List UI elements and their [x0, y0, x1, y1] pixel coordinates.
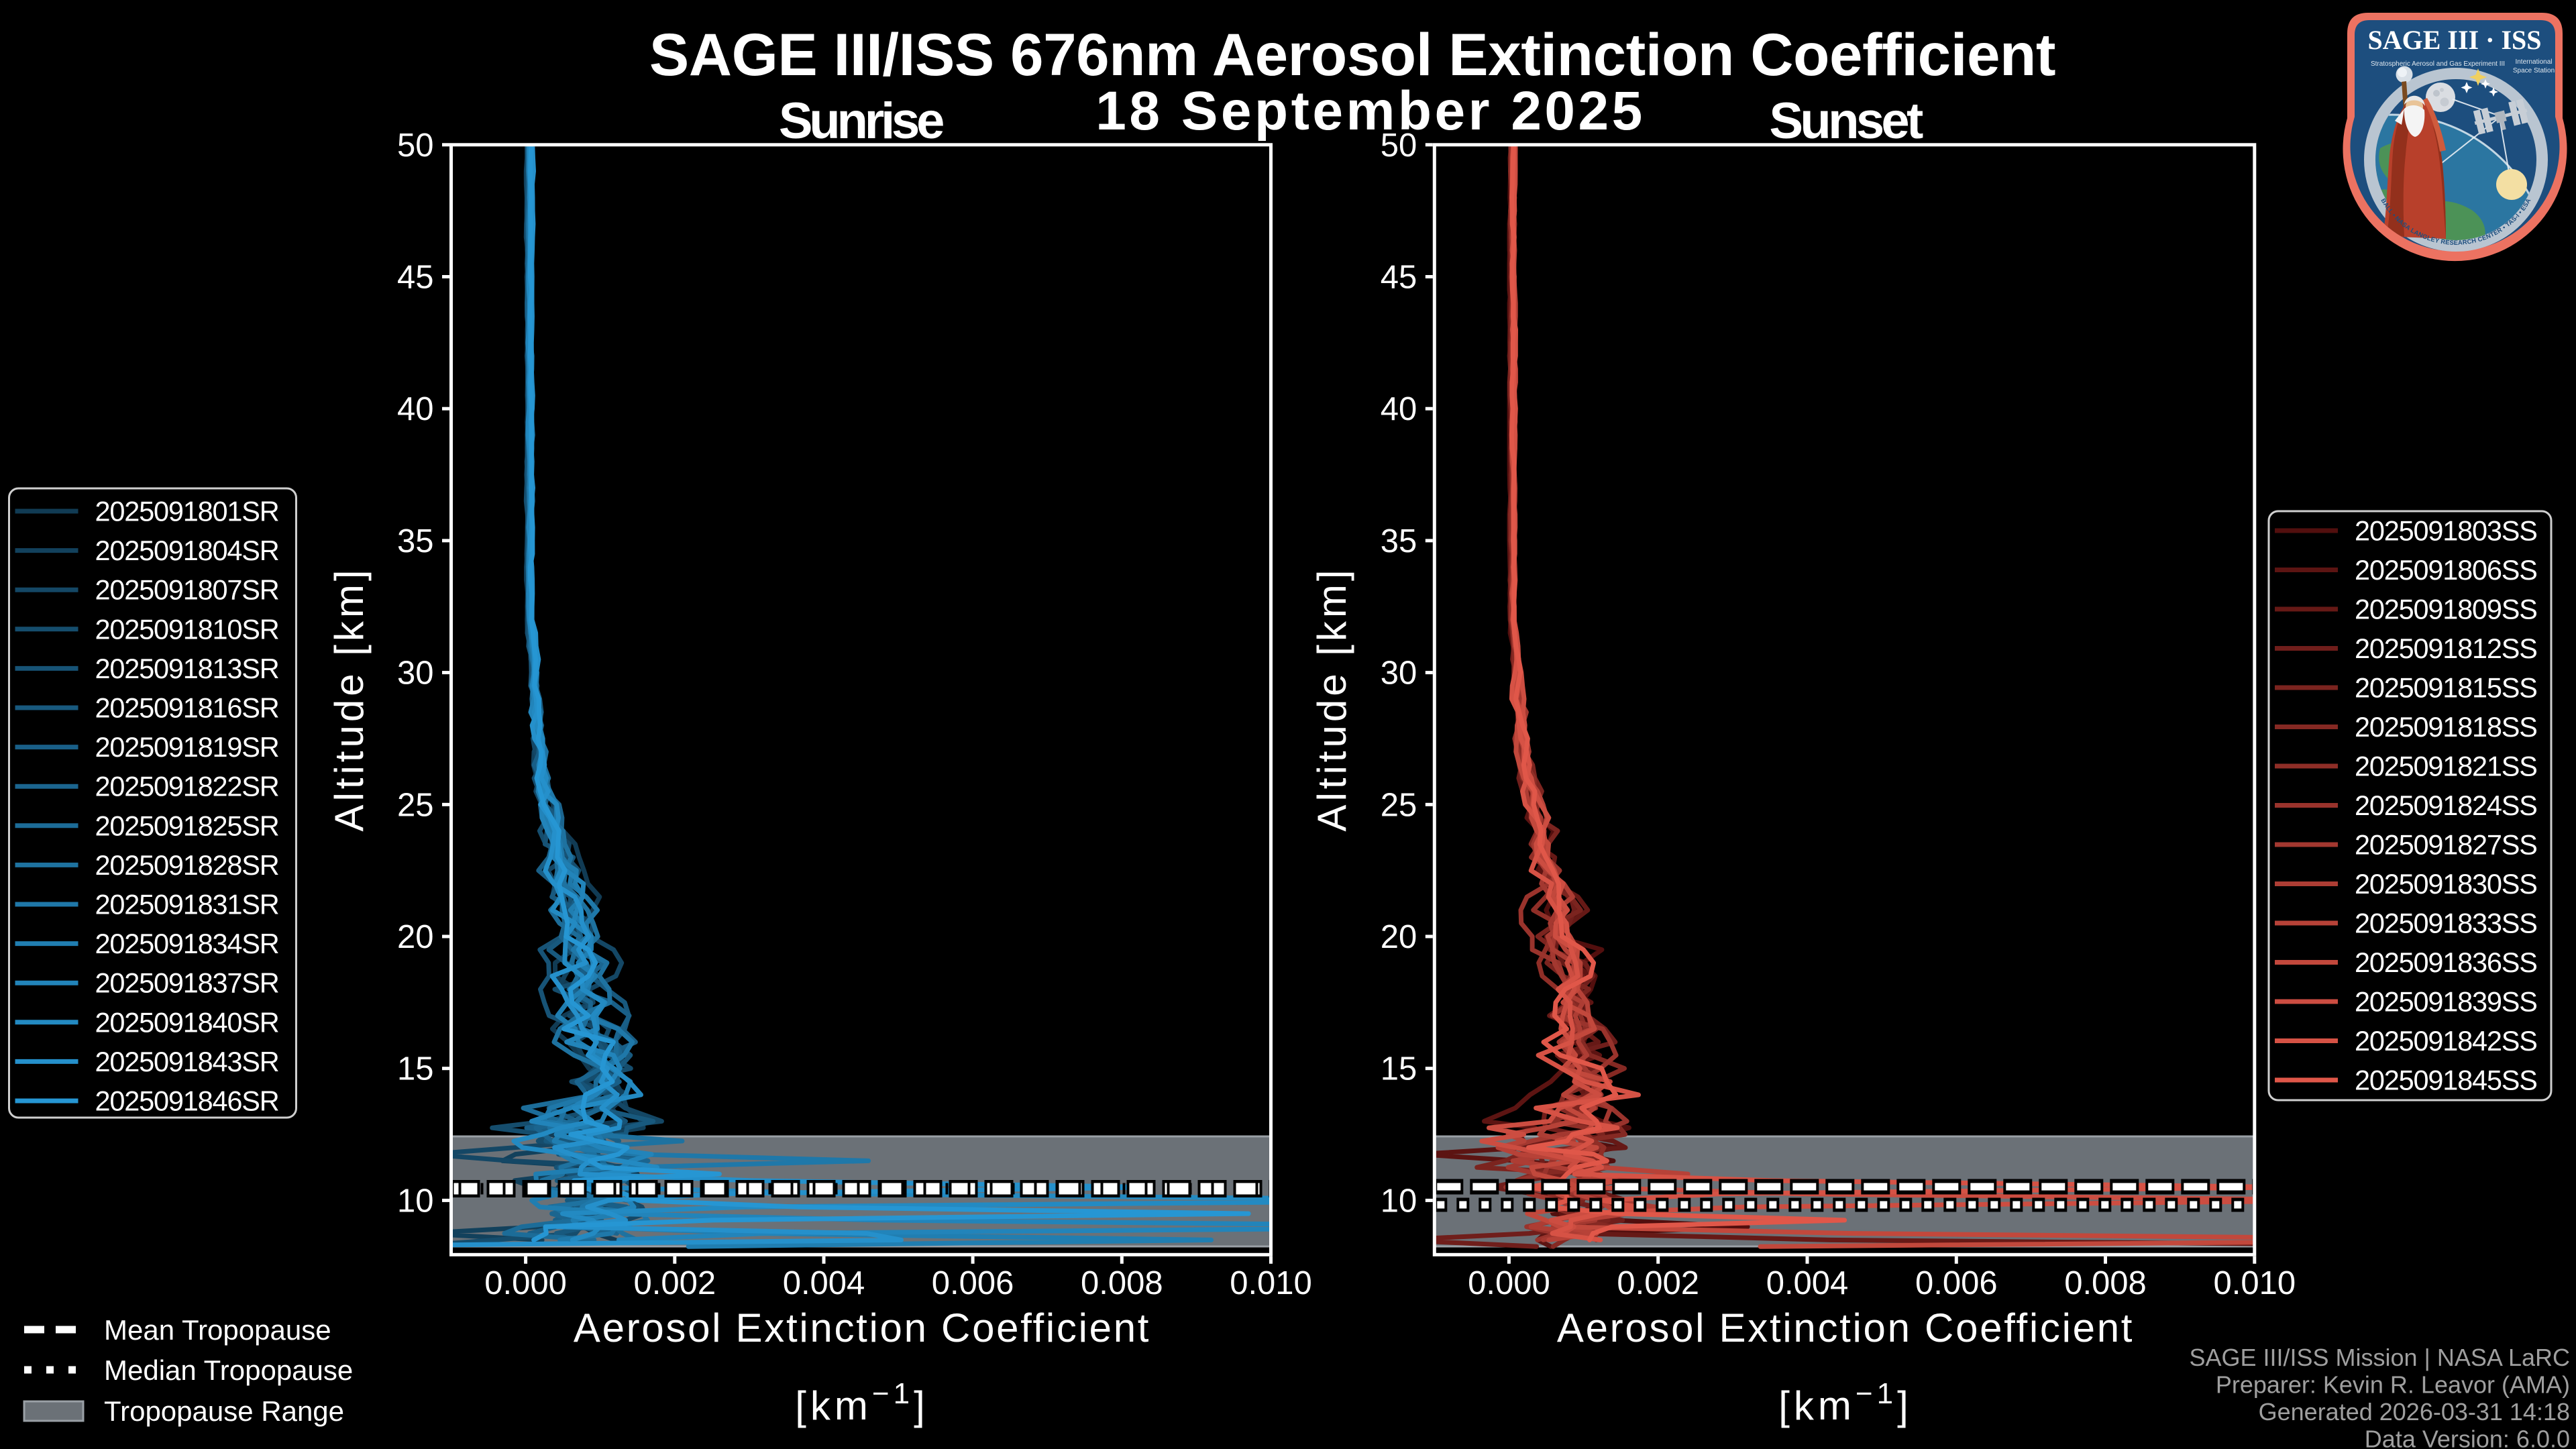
svg-text:Altitude [km]: Altitude [km] — [1309, 566, 1354, 831]
svg-text:2025091827SS: 2025091827SS — [2355, 829, 2537, 861]
svg-text:Altitude [km]: Altitude [km] — [327, 566, 372, 831]
svg-text:0.002: 0.002 — [1617, 1265, 1699, 1301]
svg-text:2025091810SR: 2025091810SR — [95, 613, 279, 645]
svg-text:0.008: 0.008 — [1081, 1265, 1163, 1301]
svg-text:2025091842SS: 2025091842SS — [2355, 1025, 2537, 1057]
svg-text:15: 15 — [397, 1051, 434, 1087]
svg-text:2025091809SS: 2025091809SS — [2355, 594, 2537, 625]
svg-text:2025091833SS: 2025091833SS — [2355, 908, 2537, 939]
svg-text:2025091815SS: 2025091815SS — [2355, 672, 2537, 704]
svg-text:0.000: 0.000 — [1468, 1265, 1550, 1301]
svg-text:0.010: 0.010 — [1230, 1265, 1312, 1301]
svg-text:40: 40 — [397, 391, 434, 427]
svg-text:50: 50 — [397, 127, 434, 164]
svg-text:2025091840SR: 2025091840SR — [95, 1006, 279, 1038]
svg-text:International: International — [2515, 58, 2552, 66]
svg-text:45: 45 — [1381, 260, 1417, 296]
svg-text:15: 15 — [1381, 1051, 1417, 1087]
svg-text:2025091830SS: 2025091830SS — [2355, 868, 2537, 900]
svg-text:2025091821SS: 2025091821SS — [2355, 751, 2537, 782]
svg-text:2025091818SS: 2025091818SS — [2355, 711, 2537, 743]
svg-text:10: 10 — [397, 1183, 434, 1219]
svg-text:0.000: 0.000 — [484, 1265, 567, 1301]
svg-text:25: 25 — [1381, 787, 1417, 823]
svg-text:10: 10 — [1381, 1183, 1417, 1219]
svg-text:Stratospheric Aerosol and Gas: Stratospheric Aerosol and Gas Experiment… — [2371, 60, 2505, 68]
svg-text:Generated 2026-03-31 14:18: Generated 2026-03-31 14:18 — [2259, 1398, 2570, 1426]
svg-text:2025091816SR: 2025091816SR — [95, 692, 279, 724]
svg-text:2025091822SR: 2025091822SR — [95, 771, 279, 802]
svg-text:2025091836SS: 2025091836SS — [2355, 947, 2537, 978]
svg-text:Sunrise: Sunrise — [779, 93, 943, 150]
svg-text:30: 30 — [397, 655, 434, 692]
svg-text:2025091839SS: 2025091839SS — [2355, 986, 2537, 1018]
svg-text:0.010: 0.010 — [2213, 1265, 2296, 1301]
svg-text:Tropopause Range: Tropopause Range — [104, 1395, 344, 1427]
svg-text:0.006: 0.006 — [932, 1265, 1014, 1301]
svg-text:2025091806SS: 2025091806SS — [2355, 554, 2537, 586]
svg-text:Data Version: 6.0.0: Data Version: 6.0.0 — [2365, 1426, 2570, 1449]
svg-text:2025091801SR: 2025091801SR — [95, 496, 279, 527]
svg-text:2025091846SR: 2025091846SR — [95, 1085, 279, 1117]
svg-text:2025091837SR: 2025091837SR — [95, 967, 279, 999]
svg-text:2025091845SS: 2025091845SS — [2355, 1065, 2537, 1096]
svg-text:0.006: 0.006 — [1915, 1265, 1998, 1301]
svg-text:Sunset: Sunset — [1769, 93, 1923, 150]
svg-text:Space Station: Space Station — [2513, 67, 2555, 74]
svg-text:Aerosol Extinction Coefficient: Aerosol Extinction Coefficient — [1557, 1305, 2134, 1350]
svg-text:2025091813SR: 2025091813SR — [95, 653, 279, 684]
svg-text:Median Tropopause: Median Tropopause — [104, 1354, 353, 1386]
svg-text:30: 30 — [1381, 655, 1417, 692]
svg-text:50: 50 — [1381, 127, 1417, 164]
svg-text:0.002: 0.002 — [633, 1265, 716, 1301]
svg-text:2025091807SR: 2025091807SR — [95, 574, 279, 606]
svg-text:SAGE III · ISS: SAGE III · ISS — [2367, 25, 2541, 55]
svg-text:2025091843SR: 2025091843SR — [95, 1046, 279, 1077]
svg-text:SAGE III/ISS Mission | NASA La: SAGE III/ISS Mission | NASA LaRC — [2189, 1344, 2570, 1371]
svg-text:18 September 2025: 18 September 2025 — [1095, 80, 1646, 142]
svg-text:2025091803SS: 2025091803SS — [2355, 515, 2537, 547]
svg-text:2025091825SR: 2025091825SR — [95, 810, 279, 841]
svg-text:2025091804SR: 2025091804SR — [95, 535, 279, 566]
svg-text:20: 20 — [397, 919, 434, 955]
svg-text:Preparer: Kevin R. Leavor (AMA: Preparer: Kevin R. Leavor (AMA) — [2216, 1371, 2570, 1399]
svg-text:2025091828SR: 2025091828SR — [95, 849, 279, 881]
svg-text:25: 25 — [397, 787, 434, 823]
svg-text:Mean Tropopause: Mean Tropopause — [104, 1314, 331, 1346]
svg-text:40: 40 — [1381, 391, 1417, 427]
svg-text:2025091812SS: 2025091812SS — [2355, 633, 2537, 664]
svg-text:2025091819SR: 2025091819SR — [95, 731, 279, 763]
svg-text:[km−1]: [km−1] — [1778, 1377, 1913, 1428]
svg-text:0.004: 0.004 — [783, 1265, 865, 1301]
svg-text:0.004: 0.004 — [1766, 1265, 1849, 1301]
svg-text:45: 45 — [397, 260, 434, 296]
svg-text:Aerosol Extinction Coefficient: Aerosol Extinction Coefficient — [574, 1305, 1150, 1350]
svg-text:35: 35 — [1381, 523, 1417, 559]
svg-text:SAGE III/ISS 676nm Aerosol Ext: SAGE III/ISS 676nm Aerosol Extinction Co… — [649, 21, 2055, 88]
svg-text:2025091831SR: 2025091831SR — [95, 889, 279, 920]
svg-text:20: 20 — [1381, 919, 1417, 955]
svg-text:2025091834SR: 2025091834SR — [95, 928, 279, 959]
svg-text:35: 35 — [397, 523, 434, 559]
svg-text:2025091824SS: 2025091824SS — [2355, 790, 2537, 821]
svg-text:0.008: 0.008 — [2064, 1265, 2147, 1301]
